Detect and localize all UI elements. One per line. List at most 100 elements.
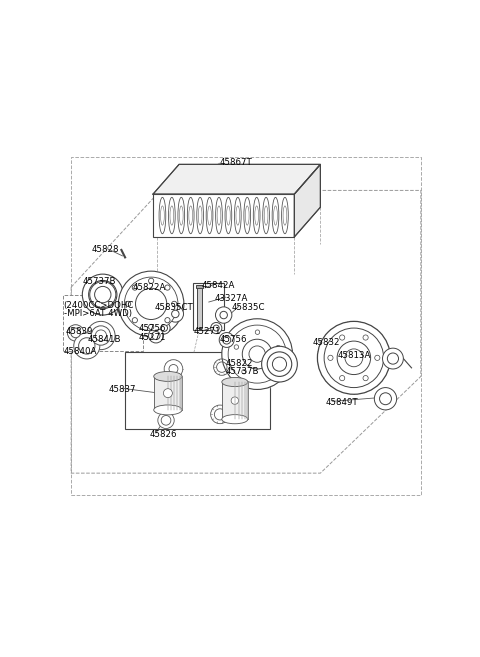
Text: 45813A: 45813A [337, 351, 371, 361]
Ellipse shape [154, 405, 182, 415]
Circle shape [148, 328, 163, 343]
Circle shape [92, 327, 110, 344]
Ellipse shape [222, 378, 248, 386]
Circle shape [165, 317, 170, 323]
Circle shape [383, 348, 403, 369]
Polygon shape [153, 164, 321, 194]
Ellipse shape [208, 206, 211, 225]
Circle shape [79, 338, 95, 354]
Text: -MPI>6AT 4WD): -MPI>6AT 4WD) [64, 309, 132, 318]
Text: 45737B: 45737B [226, 367, 259, 376]
Circle shape [223, 336, 231, 344]
Circle shape [273, 357, 287, 371]
Text: 45826: 45826 [149, 430, 177, 439]
Circle shape [345, 349, 363, 367]
Circle shape [339, 335, 345, 340]
Text: 45271: 45271 [194, 327, 221, 336]
Text: 45837: 45837 [108, 385, 136, 394]
Ellipse shape [236, 206, 240, 225]
Text: (2400CC>DOHC: (2400CC>DOHC [64, 302, 134, 310]
Polygon shape [294, 164, 321, 237]
Ellipse shape [274, 206, 277, 225]
Circle shape [148, 278, 154, 283]
Polygon shape [154, 376, 182, 410]
Circle shape [276, 346, 280, 350]
Circle shape [90, 282, 116, 307]
Circle shape [234, 345, 239, 350]
Circle shape [161, 415, 171, 425]
Ellipse shape [217, 206, 221, 225]
Text: 45835CT: 45835CT [155, 303, 193, 312]
Circle shape [74, 333, 100, 359]
Circle shape [380, 393, 392, 405]
Text: 45271: 45271 [138, 333, 166, 342]
Circle shape [222, 319, 292, 390]
Circle shape [164, 359, 183, 378]
Circle shape [374, 388, 396, 410]
Circle shape [213, 325, 219, 331]
Ellipse shape [161, 206, 164, 225]
Circle shape [249, 346, 265, 362]
Text: 45737B: 45737B [83, 277, 116, 286]
Circle shape [267, 352, 292, 376]
Polygon shape [153, 194, 294, 237]
Circle shape [231, 397, 239, 404]
Text: 45822: 45822 [226, 359, 253, 368]
Circle shape [375, 355, 380, 361]
Circle shape [165, 285, 170, 290]
Circle shape [172, 310, 179, 317]
Text: 45832: 45832 [313, 338, 340, 348]
Text: 43327A: 43327A [215, 294, 248, 303]
Ellipse shape [189, 206, 192, 225]
Ellipse shape [154, 371, 182, 381]
Ellipse shape [283, 206, 287, 225]
Circle shape [158, 322, 170, 334]
Circle shape [337, 341, 371, 374]
Polygon shape [196, 285, 203, 288]
Circle shape [220, 311, 228, 319]
Circle shape [228, 325, 286, 383]
Circle shape [262, 346, 297, 382]
Circle shape [242, 339, 272, 369]
Text: 45756: 45756 [220, 334, 248, 344]
Ellipse shape [222, 415, 248, 424]
Text: 45835C: 45835C [231, 303, 264, 312]
Circle shape [169, 365, 178, 373]
Circle shape [71, 328, 81, 338]
Circle shape [339, 376, 345, 380]
Text: 45840A: 45840A [64, 347, 97, 356]
Circle shape [132, 317, 137, 323]
Circle shape [219, 332, 234, 348]
Text: 45867T: 45867T [220, 158, 252, 167]
Circle shape [324, 328, 384, 388]
Ellipse shape [180, 206, 183, 225]
Polygon shape [196, 287, 203, 328]
Circle shape [363, 335, 368, 340]
Ellipse shape [227, 206, 230, 225]
Circle shape [152, 331, 160, 340]
Text: 45828: 45828 [92, 246, 119, 254]
Circle shape [124, 277, 178, 330]
Ellipse shape [255, 206, 259, 225]
Circle shape [158, 412, 174, 428]
Text: 45839: 45839 [66, 327, 93, 336]
Text: 45756: 45756 [138, 323, 166, 332]
Circle shape [216, 307, 232, 323]
Circle shape [172, 302, 177, 306]
Circle shape [363, 376, 368, 380]
Polygon shape [222, 382, 248, 419]
Circle shape [132, 285, 137, 290]
Circle shape [148, 325, 154, 330]
Circle shape [91, 326, 110, 345]
Circle shape [125, 302, 131, 306]
Ellipse shape [198, 206, 202, 225]
Text: 45822A: 45822A [132, 283, 166, 292]
Circle shape [83, 274, 123, 315]
Circle shape [268, 353, 291, 375]
Circle shape [167, 306, 183, 322]
Circle shape [163, 389, 172, 397]
Circle shape [242, 369, 246, 374]
Ellipse shape [264, 206, 268, 225]
Text: 45841B: 45841B [88, 334, 121, 344]
Text: 45842A: 45842A [202, 281, 235, 290]
